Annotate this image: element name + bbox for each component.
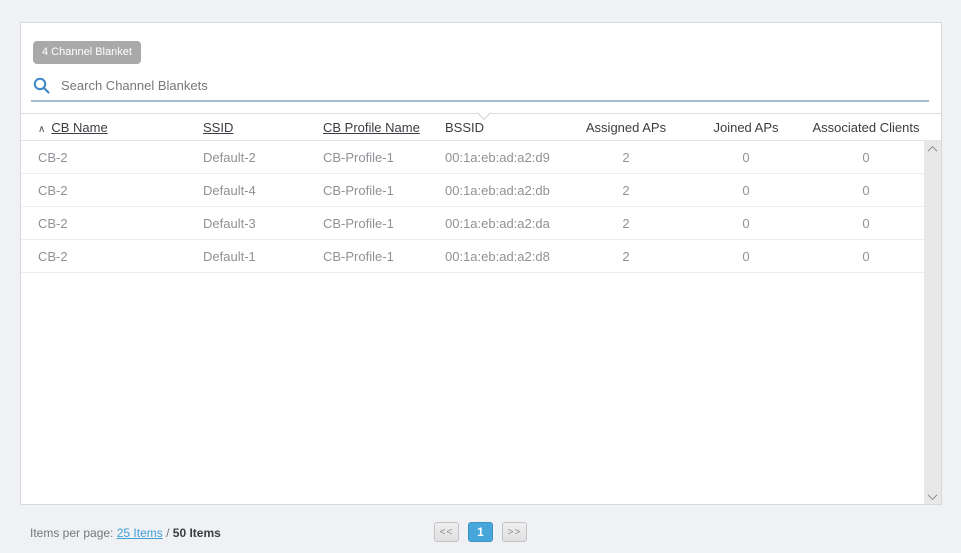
chevron-down-icon — [927, 489, 938, 500]
column-header-cb-profile-name[interactable]: CB Profile Name — [323, 119, 420, 135]
cell-joined-aps: 0 — [742, 149, 750, 165]
scroll-up-button[interactable] — [924, 141, 941, 157]
column-header-assigned-aps: Assigned APs — [585, 119, 667, 135]
table-header-row: ∧ CB Name SSID CB Profile Name BSSID Assi… — [21, 114, 941, 141]
cell-ssid: Default-1 — [203, 248, 256, 264]
column-header-associated-clients: Associated Clients — [812, 119, 920, 135]
channel-blanket-panel: 4 Channel Blanket ∧CB Name SSID CB Profi… — [20, 22, 942, 505]
table-body: CB-2 Default-2 CB-Profile-1 00:1a:eb:ad:… — [21, 141, 941, 504]
chevron-up-icon — [927, 145, 938, 156]
cell-bssid: 00:1a:eb:ad:a2:d9 — [445, 149, 550, 165]
cell-cb-name: CB-2 — [38, 248, 68, 264]
cell-assigned-aps: 2 — [622, 248, 630, 264]
cell-associated-clients: 0 — [862, 215, 870, 231]
cell-joined-aps: 0 — [742, 248, 750, 264]
page-size-link[interactable]: 25 Items — [116, 526, 163, 540]
cell-cb-profile-name: CB-Profile-1 — [323, 149, 394, 165]
search-underline — [31, 100, 929, 102]
table-row[interactable]: CB-2 Default-1 CB-Profile-1 00:1a:eb:ad:… — [21, 240, 926, 273]
table-row[interactable]: CB-2 Default-2 CB-Profile-1 00:1a:eb:ad:… — [21, 141, 926, 174]
cell-cb-name: CB-2 — [38, 149, 68, 165]
cell-bssid: 00:1a:eb:ad:a2:da — [445, 215, 550, 231]
search-icon — [33, 77, 50, 93]
items-per-page-label: Items per page: — [30, 526, 114, 540]
pagination-footer: Items per page: 25 Items / 50 Items << 1… — [0, 520, 961, 546]
column-header-joined-aps: Joined APs — [713, 119, 779, 135]
cell-joined-aps: 0 — [742, 182, 750, 198]
table-row[interactable]: CB-2 Default-3 CB-Profile-1 00:1a:eb:ad:… — [21, 207, 926, 240]
cell-cb-name: CB-2 — [38, 182, 68, 198]
channel-blanket-count-badge: 4 Channel Blanket — [33, 41, 141, 64]
cell-bssid: 00:1a:eb:ad:a2:db — [445, 182, 550, 198]
cell-ssid: Default-4 — [203, 182, 256, 198]
cell-assigned-aps: 2 — [622, 182, 630, 198]
next-page-button[interactable]: >> — [502, 522, 527, 542]
cell-ssid: Default-2 — [203, 149, 256, 165]
search-input[interactable] — [61, 77, 927, 93]
search-bar — [33, 71, 927, 99]
cell-ssid: Default-3 — [203, 215, 256, 231]
total-items-label: 50 Items — [172, 526, 221, 540]
cell-cb-profile-name: CB-Profile-1 — [323, 215, 394, 231]
prev-page-button[interactable]: << — [434, 522, 459, 542]
section-divider — [21, 105, 941, 121]
table-row[interactable]: CB-2 Default-4 CB-Profile-1 00:1a:eb:ad:… — [21, 174, 926, 207]
cell-associated-clients: 0 — [862, 149, 870, 165]
current-page-button[interactable]: 1 — [468, 522, 493, 542]
separator: / — [162, 526, 173, 540]
cell-associated-clients: 0 — [862, 182, 870, 198]
column-header-cb-name[interactable]: ∧ CB Name — [38, 119, 108, 135]
cell-associated-clients: 0 — [862, 248, 870, 264]
items-per-page: Items per page: 25 Items / 50 Items — [30, 526, 221, 540]
sort-asc-icon: ∧ — [38, 123, 46, 135]
column-header-ssid[interactable]: SSID — [203, 119, 234, 135]
vertical-scrollbar[interactable] — [924, 141, 941, 504]
cell-cb-profile-name: CB-Profile-1 — [323, 248, 394, 264]
cell-joined-aps: 0 — [742, 215, 750, 231]
cell-cb-profile-name: CB-Profile-1 — [323, 182, 394, 198]
scroll-down-button[interactable] — [924, 488, 941, 504]
cell-bssid: 00:1a:eb:ad:a2:d8 — [445, 248, 550, 264]
cell-assigned-aps: 2 — [622, 149, 630, 165]
column-header-bssid: BSSID — [445, 119, 485, 135]
pager: << 1 >> — [0, 522, 961, 542]
cell-assigned-aps: 2 — [622, 215, 630, 231]
cell-cb-name: CB-2 — [38, 215, 68, 231]
